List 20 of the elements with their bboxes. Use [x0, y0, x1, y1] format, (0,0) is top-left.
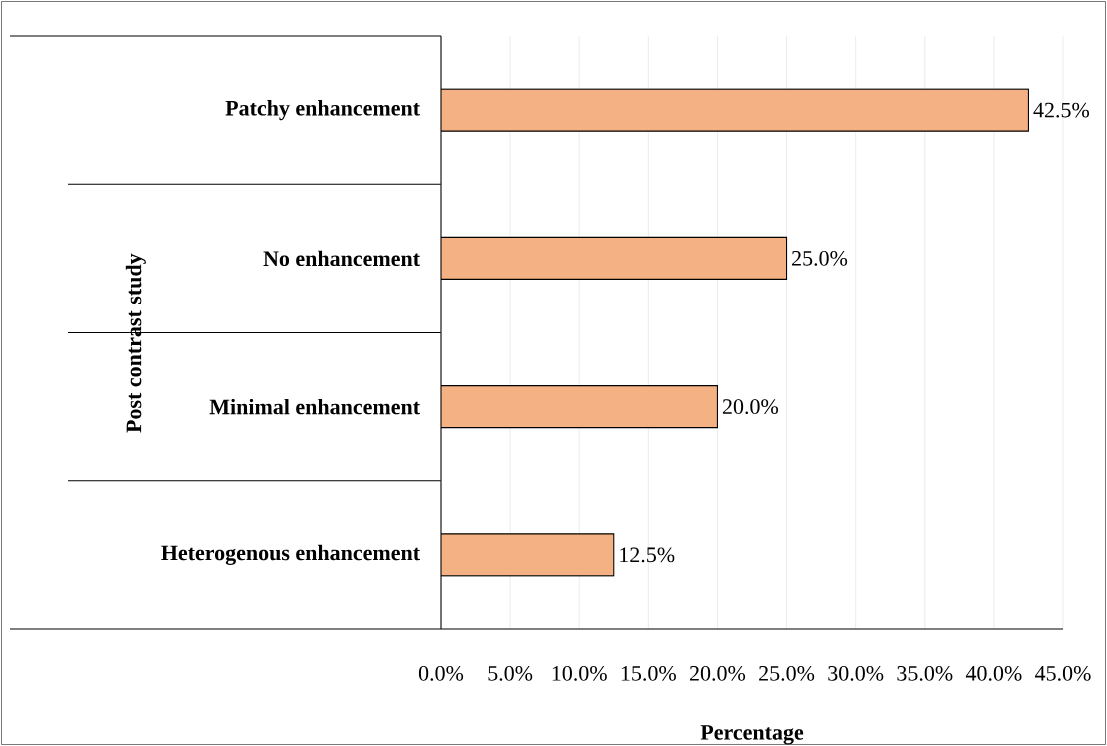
data-label: 12.5% — [620, 547, 675, 563]
x-tick-label: 45.0% — [1035, 665, 1091, 681]
y-axis-title: Post contrast study — [125, 253, 146, 433]
y-tick-label: Patchy enhancement — [225, 100, 420, 121]
y-tick-label: Minimal enhancement — [209, 398, 420, 415]
x-axis-title: Percentage — [700, 725, 804, 745]
data-label: 20.0% — [722, 399, 779, 415]
x-tick-label: 5.0% — [488, 665, 533, 681]
data-label: 25.0% — [792, 250, 848, 266]
x-tick-label: 10.0% — [552, 665, 607, 681]
x-tick-label: 30.0% — [828, 665, 884, 681]
x-tick-label: 20.0% — [689, 665, 746, 681]
x-tick-label: 25.0% — [759, 665, 815, 681]
y-tick-label: No enhancement — [263, 250, 420, 267]
x-tick-label: 40.0% — [965, 665, 1022, 681]
data-label: 42.5% — [1033, 102, 1090, 118]
x-tick-label: 0.0% — [418, 665, 464, 681]
y-tick-label: Heterogenous enhancement — [161, 544, 420, 565]
x-tick-label: 15.0% — [621, 665, 676, 681]
x-tick-label: 35.0% — [897, 665, 953, 681]
